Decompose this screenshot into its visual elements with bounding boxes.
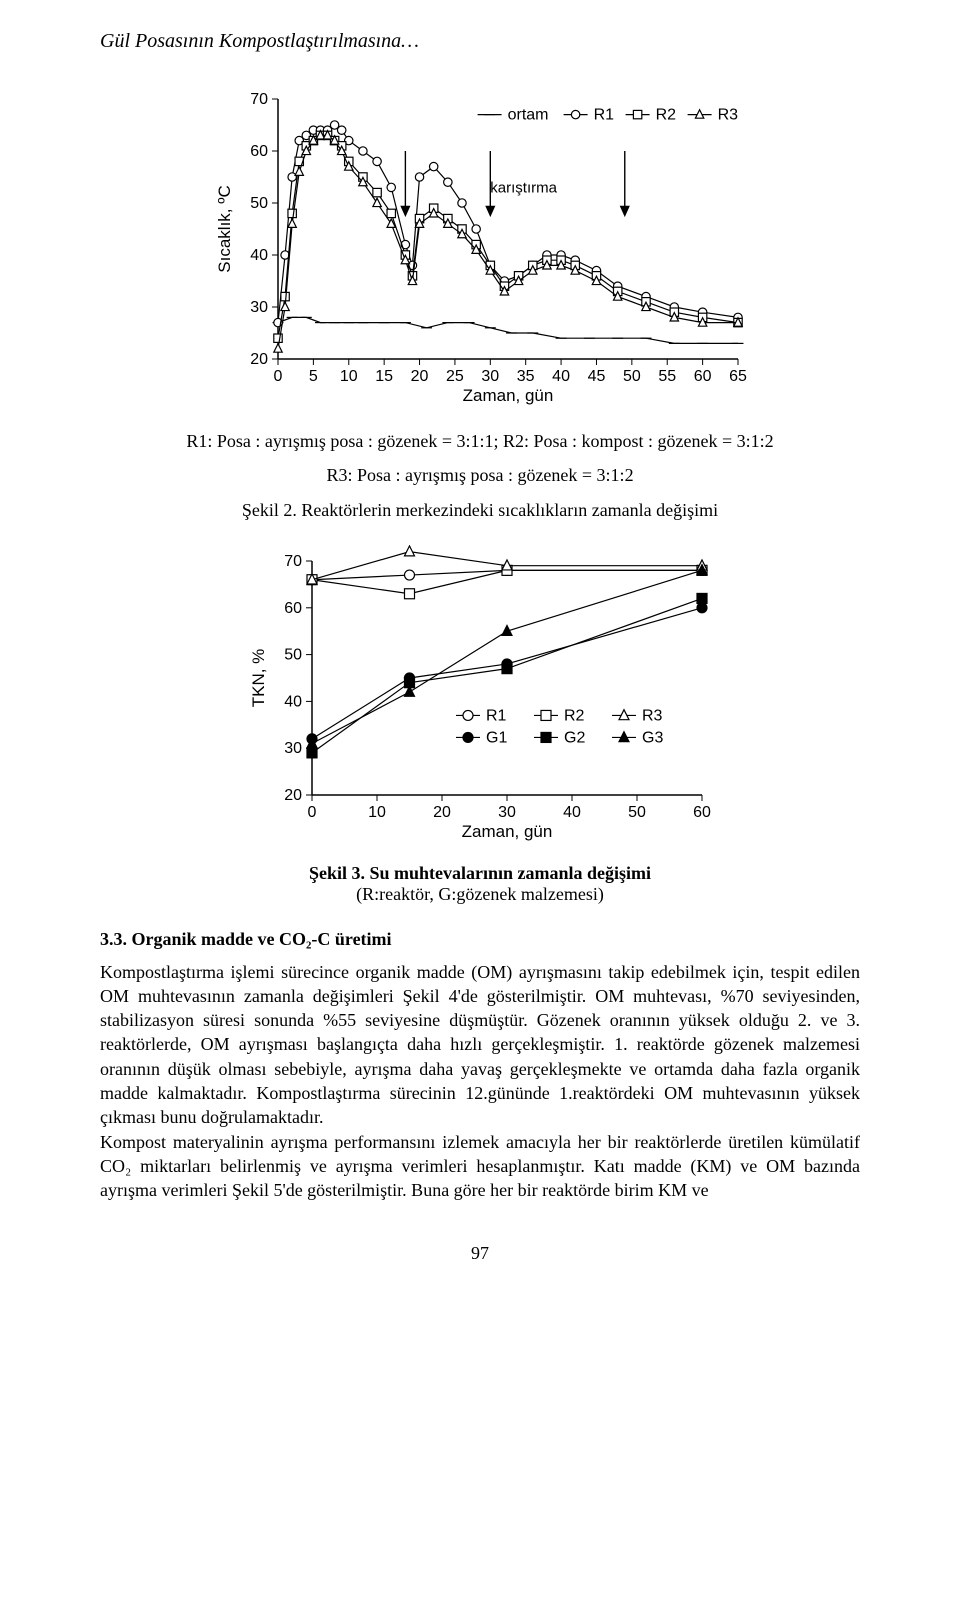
- section-3-3-heading: 3.3. Organik madde ve CO₂-C üretimi: [100, 929, 860, 950]
- svg-text:karıştırma: karıştırma: [490, 180, 557, 197]
- figure-3-block: 20 30 40 50 60 70 0 10 20 30 40 50 60 Zaman, gün TKN, …: [100, 545, 860, 905]
- figure-2-caption: Şekil 2. Reaktörlerin merkezindeki sıcak…: [242, 500, 718, 521]
- svg-text:ortam: ortam: [508, 107, 549, 124]
- svg-text:50: 50: [623, 368, 641, 385]
- page: Gül Posasının Kompostlaştırılmasına… 20 3…: [0, 0, 960, 1304]
- svg-text:20: 20: [433, 804, 451, 821]
- svg-text:40: 40: [284, 693, 302, 710]
- svg-text:Zaman, gün: Zaman, gün: [462, 822, 553, 841]
- svg-text:50: 50: [284, 646, 302, 663]
- svg-text:40: 40: [563, 804, 581, 821]
- paragraph-1: Kompostlaştırma işlemi sürecince organik…: [100, 960, 860, 1130]
- svg-text:R3: R3: [642, 707, 663, 724]
- svg-text:TKN, %: TKN, %: [249, 648, 268, 707]
- svg-text:R1: R1: [486, 707, 507, 724]
- svg-text:15: 15: [375, 368, 393, 385]
- svg-text:Sıcaklık, ºC: Sıcaklık, ºC: [215, 185, 234, 272]
- running-head: Gül Posasının Kompostlaştırılmasına…: [100, 30, 860, 53]
- svg-text:0: 0: [274, 368, 283, 385]
- svg-text:Zaman, gün: Zaman, gün: [463, 386, 554, 405]
- svg-text:G3: G3: [642, 729, 663, 746]
- svg-text:10: 10: [340, 368, 358, 385]
- svg-text:60: 60: [693, 804, 711, 821]
- svg-text:65: 65: [729, 368, 747, 385]
- svg-text:70: 70: [284, 553, 302, 570]
- svg-text:G2: G2: [564, 729, 585, 746]
- svg-text:40: 40: [250, 247, 268, 264]
- svg-text:50: 50: [250, 195, 268, 212]
- svg-text:5: 5: [309, 368, 318, 385]
- svg-text:R2: R2: [656, 107, 677, 124]
- figure-3-caption-line1: Şekil 3. Su muhtevalarının zamanla değiş…: [309, 863, 651, 883]
- page-number: 97: [100, 1243, 860, 1264]
- svg-text:50: 50: [628, 804, 646, 821]
- svg-text:40: 40: [552, 368, 570, 385]
- paragraph-2: Kompost materyalinin ayrışma performansı…: [100, 1130, 860, 1203]
- figure-3-caption-line2: (R:reaktör, G:gözenek malzemesi): [356, 884, 604, 905]
- svg-text:R3: R3: [718, 107, 739, 124]
- svg-text:60: 60: [284, 599, 302, 616]
- reactor-key-line2: R3: Posa : ayrışmış posa : gözenek = 3:1…: [326, 463, 633, 487]
- figure-2-block: 20 30 40 50 60 70 0 5 10 15 20 25 30 35 40 45 50 55 60 65 Za…: [100, 83, 860, 521]
- svg-text:10: 10: [368, 804, 386, 821]
- figure-3-chart: 20 30 40 50 60 70 0 10 20 30 40 50 60 Zaman, gün TKN, …: [230, 545, 730, 855]
- svg-text:G1: G1: [486, 729, 507, 746]
- svg-text:30: 30: [481, 368, 499, 385]
- svg-text:20: 20: [411, 368, 429, 385]
- svg-text:0: 0: [308, 804, 317, 821]
- svg-text:25: 25: [446, 368, 464, 385]
- svg-text:30: 30: [250, 299, 268, 316]
- svg-text:60: 60: [694, 368, 712, 385]
- svg-text:R1: R1: [594, 107, 615, 124]
- reactor-key-line1: R1: Posa : ayrışmış posa : gözenek = 3:1…: [186, 429, 773, 453]
- svg-text:60: 60: [250, 143, 268, 160]
- figure-2-chart: 20 30 40 50 60 70 0 5 10 15 20 25 30 35 40 45 50 55 60 65 Za…: [200, 83, 760, 423]
- svg-text:20: 20: [250, 351, 268, 368]
- svg-text:30: 30: [498, 804, 516, 821]
- svg-text:30: 30: [284, 740, 302, 757]
- svg-text:35: 35: [517, 368, 535, 385]
- svg-text:R2: R2: [564, 707, 585, 724]
- svg-text:45: 45: [588, 368, 606, 385]
- svg-text:20: 20: [284, 787, 302, 804]
- svg-text:70: 70: [250, 91, 268, 108]
- svg-text:55: 55: [658, 368, 676, 385]
